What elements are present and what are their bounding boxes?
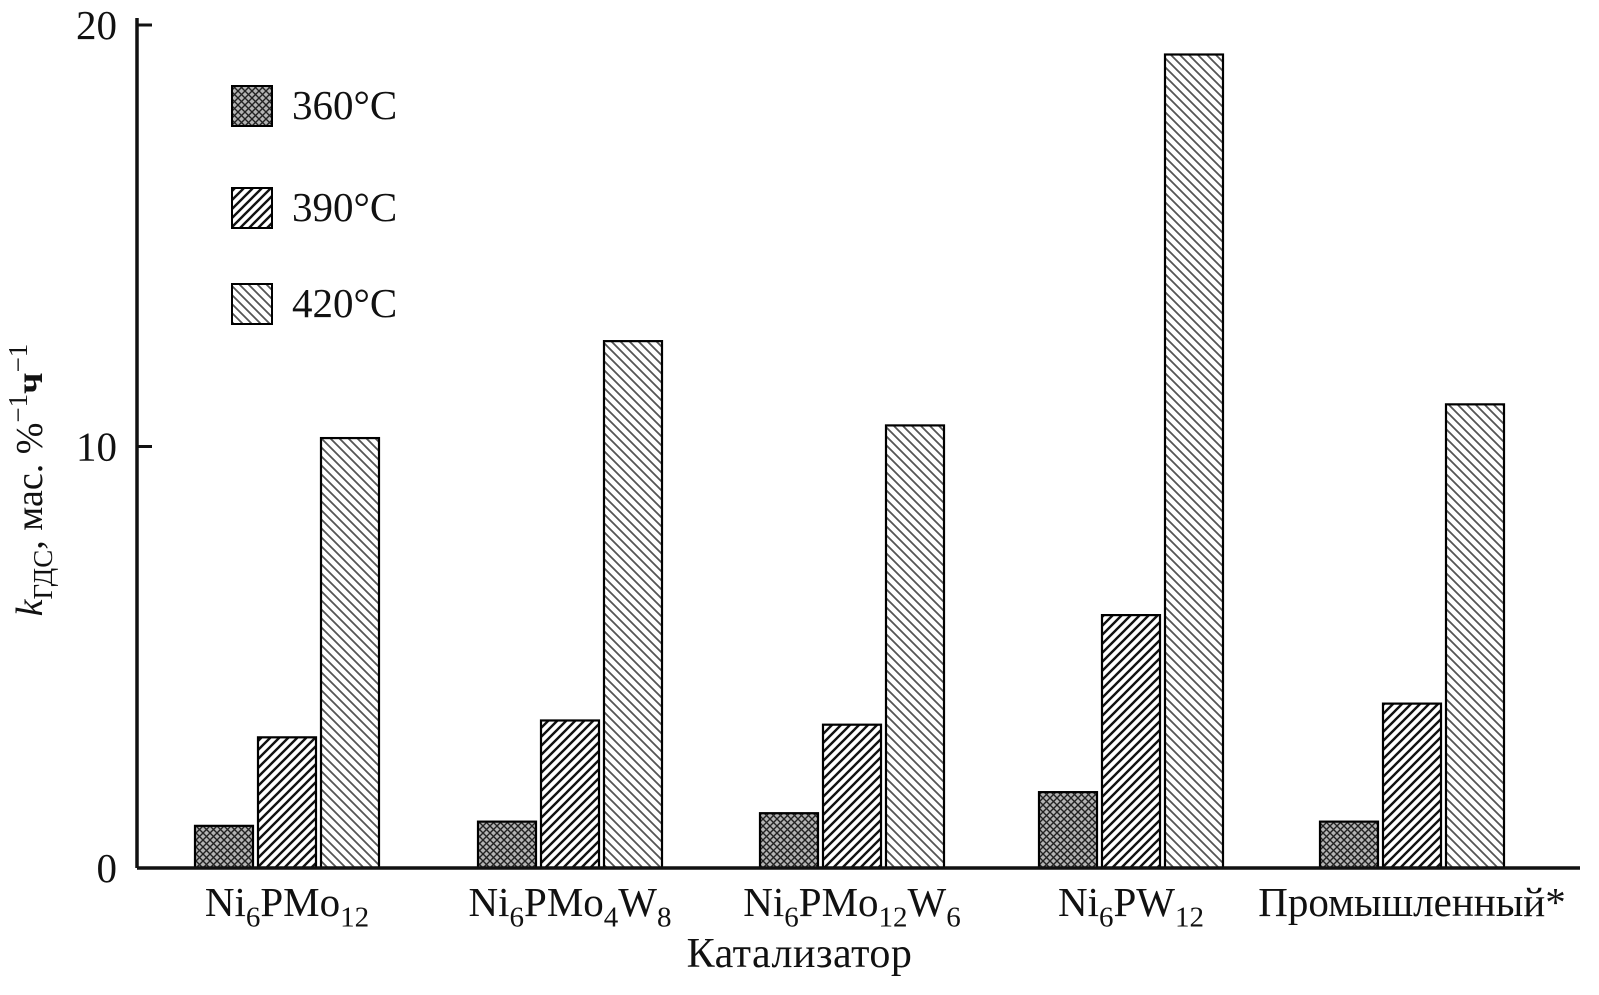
bar-360°C-Промышленный* bbox=[1318, 820, 1380, 870]
category-label-Промышленный*: Промышленный* bbox=[1258, 879, 1565, 925]
bar-390°C-Ni6PW12 bbox=[1100, 613, 1162, 870]
bar-390°C-Промышленный* bbox=[1381, 702, 1443, 870]
y-tick-label: 10 bbox=[76, 424, 117, 470]
category-label-Ni6PMo12: Ni6PMo12 bbox=[205, 879, 369, 934]
legend-swatch-360°C bbox=[231, 85, 273, 127]
y-axis-title: kГДС, мас. %−1ч−1 bbox=[3, 344, 58, 617]
legend-item-360°C: 360°C bbox=[231, 82, 397, 128]
legend-label-360°C: 360°C bbox=[292, 82, 397, 128]
bar-420°C-Ni6PMo4W8 bbox=[602, 340, 664, 870]
category-label-Ni6PMo4W8: Ni6PMo4W8 bbox=[469, 879, 672, 934]
bar-420°C-Промышленный* bbox=[1444, 403, 1506, 870]
bar-420°C-Ni6PMo12 bbox=[319, 436, 381, 870]
legend-swatch-390°C bbox=[231, 187, 273, 229]
y-tick-label: 0 bbox=[97, 845, 118, 891]
bar-420°C-Ni6PMo12W6 bbox=[884, 424, 946, 870]
legend-label-390°C: 390°C bbox=[292, 184, 397, 230]
bar-360°C-Ni6PMo12W6 bbox=[758, 812, 820, 870]
bar-360°C-Ni6PW12 bbox=[1037, 791, 1099, 870]
y-tick-label: 20 bbox=[76, 2, 117, 48]
category-label-Ni6PMo12W6: Ni6PMo12W6 bbox=[743, 879, 960, 934]
legend-item-420°C: 420°C bbox=[231, 280, 397, 326]
bar-390°C-Ni6PMo12W6 bbox=[821, 723, 883, 870]
bar-420°C-Ni6PW12 bbox=[1163, 53, 1225, 870]
legend-item-390°C: 390°C bbox=[231, 184, 397, 230]
x-axis-title: Катализатор bbox=[686, 931, 913, 977]
category-label-Ni6PW12: Ni6PW12 bbox=[1058, 879, 1204, 934]
bar-360°C-Ni6PMo4W8 bbox=[476, 820, 538, 870]
legend-label-420°C: 420°C bbox=[292, 280, 397, 326]
bar-390°C-Ni6PMo4W8 bbox=[539, 719, 601, 870]
bar-390°C-Ni6PMo12 bbox=[256, 736, 318, 870]
bar-360°C-Ni6PMo12 bbox=[193, 824, 255, 870]
legend-swatch-420°C bbox=[231, 283, 273, 325]
